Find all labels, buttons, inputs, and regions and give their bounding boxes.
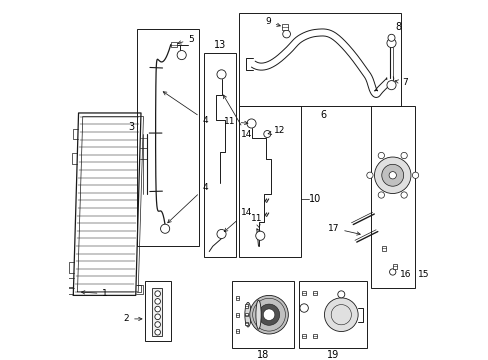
Ellipse shape [255, 300, 261, 329]
Circle shape [324, 298, 357, 332]
Bar [235, 329, 239, 333]
Circle shape [255, 231, 264, 240]
Bar [152, 288, 162, 336]
Circle shape [388, 172, 396, 179]
Bar [239, 13, 400, 106]
Bar [302, 291, 305, 295]
Circle shape [263, 131, 270, 138]
Bar [244, 322, 247, 325]
Bar [171, 42, 177, 48]
Circle shape [155, 306, 160, 312]
Circle shape [155, 329, 160, 335]
Text: 1: 1 [81, 289, 108, 298]
Bar [244, 304, 247, 308]
Bar [281, 24, 287, 30]
Circle shape [282, 30, 290, 38]
Text: 3: 3 [128, 122, 134, 132]
Circle shape [386, 39, 395, 48]
Circle shape [377, 192, 384, 198]
Bar [235, 313, 239, 317]
Text: 4: 4 [163, 92, 207, 125]
Text: 13: 13 [213, 40, 225, 50]
Circle shape [217, 229, 225, 239]
Text: 5: 5 [178, 35, 194, 44]
Text: 15: 15 [417, 270, 429, 279]
Bar [312, 291, 316, 295]
Circle shape [258, 304, 279, 325]
Bar [244, 313, 247, 316]
Circle shape [400, 152, 407, 159]
Circle shape [389, 269, 395, 275]
Text: 14: 14 [224, 207, 252, 231]
Bar [144, 282, 170, 341]
Bar [298, 282, 366, 348]
Circle shape [337, 291, 344, 298]
Text: 16: 16 [399, 270, 410, 279]
Circle shape [160, 224, 169, 233]
Circle shape [411, 172, 418, 179]
Bar [302, 334, 305, 338]
Text: 6: 6 [320, 110, 325, 120]
Circle shape [249, 296, 288, 334]
Text: 11: 11 [224, 117, 247, 126]
Circle shape [381, 164, 403, 186]
Bar [232, 282, 293, 348]
Text: 12: 12 [267, 126, 285, 135]
Ellipse shape [244, 302, 251, 327]
Text: 19: 19 [326, 350, 339, 360]
Circle shape [377, 152, 384, 159]
Text: 14: 14 [223, 95, 252, 139]
Circle shape [263, 309, 274, 320]
Circle shape [177, 50, 186, 60]
Bar [392, 264, 396, 269]
Circle shape [217, 70, 225, 79]
Circle shape [400, 192, 407, 198]
Circle shape [299, 304, 308, 312]
Circle shape [386, 81, 395, 90]
Circle shape [155, 322, 160, 327]
Circle shape [155, 291, 160, 296]
Circle shape [374, 157, 410, 194]
Bar [381, 246, 386, 251]
Text: 17: 17 [327, 224, 360, 235]
Bar [239, 106, 300, 257]
Bar [137, 29, 199, 246]
Circle shape [155, 314, 160, 320]
Circle shape [366, 172, 372, 179]
Circle shape [155, 298, 160, 304]
Text: 4: 4 [167, 183, 207, 223]
Text: 18: 18 [256, 350, 268, 360]
Circle shape [387, 34, 394, 41]
Bar [370, 106, 414, 288]
Bar [312, 334, 316, 338]
Text: 2: 2 [123, 314, 142, 323]
Text: 7: 7 [394, 78, 407, 87]
Circle shape [246, 119, 256, 128]
Text: 9: 9 [264, 17, 280, 26]
Bar [203, 53, 235, 257]
Text: 8: 8 [395, 22, 401, 32]
Text: 10: 10 [308, 194, 320, 204]
Text: 11: 11 [250, 214, 262, 228]
Bar [235, 296, 239, 300]
